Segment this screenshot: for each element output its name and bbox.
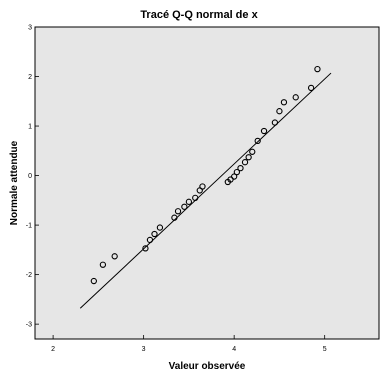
y-tick-label: -1 [26, 223, 32, 230]
y-tick-label: 0 [28, 173, 32, 180]
data-point [99, 261, 107, 268]
data-point [199, 183, 206, 190]
data-point [245, 154, 252, 161]
y-tick-label: -3 [26, 322, 32, 329]
data-point [260, 127, 268, 135]
data-point [151, 230, 158, 238]
data-point [307, 84, 315, 92]
reference-line [79, 72, 332, 309]
data-point [237, 164, 244, 172]
data-point [280, 99, 288, 106]
data-point [271, 119, 279, 126]
y-tick-label: 1 [28, 124, 32, 131]
data-point [276, 108, 283, 115]
x-tick-label: 5 [323, 346, 327, 353]
chart-title: Tracé Q-Q normal de x [140, 9, 258, 21]
y-tick-label: 3 [28, 25, 32, 32]
x-tick-label: 3 [142, 346, 146, 353]
data-point [233, 168, 241, 176]
data-point [142, 245, 149, 252]
data-point [254, 137, 261, 145]
y-tick-label: 2 [28, 74, 32, 81]
x-tick-label: 4 [232, 346, 236, 353]
data-point [171, 214, 178, 221]
data-point [181, 203, 188, 210]
data-point [111, 253, 118, 260]
data-point [314, 65, 321, 73]
plot-area [34, 26, 380, 340]
y-axis-ticks: -3 -2 -1 0 1 2 3 [26, 25, 39, 329]
data-point [90, 277, 97, 285]
data-point [146, 236, 154, 244]
data-point [241, 159, 249, 166]
data-point [292, 94, 299, 101]
data-point [185, 198, 193, 205]
data-point [174, 208, 182, 215]
x-axis-ticks: 2 3 4 5 [51, 335, 327, 353]
x-tick-label: 2 [51, 346, 55, 353]
data-point [156, 224, 164, 231]
y-tick-label: -2 [26, 272, 32, 279]
x-axis-label: Valeur observée [169, 361, 246, 372]
data-point [249, 148, 256, 155]
y-axis-label: Normale attendue [9, 140, 20, 225]
data-points [90, 65, 321, 285]
data-point [231, 173, 238, 180]
data-point [192, 194, 199, 202]
